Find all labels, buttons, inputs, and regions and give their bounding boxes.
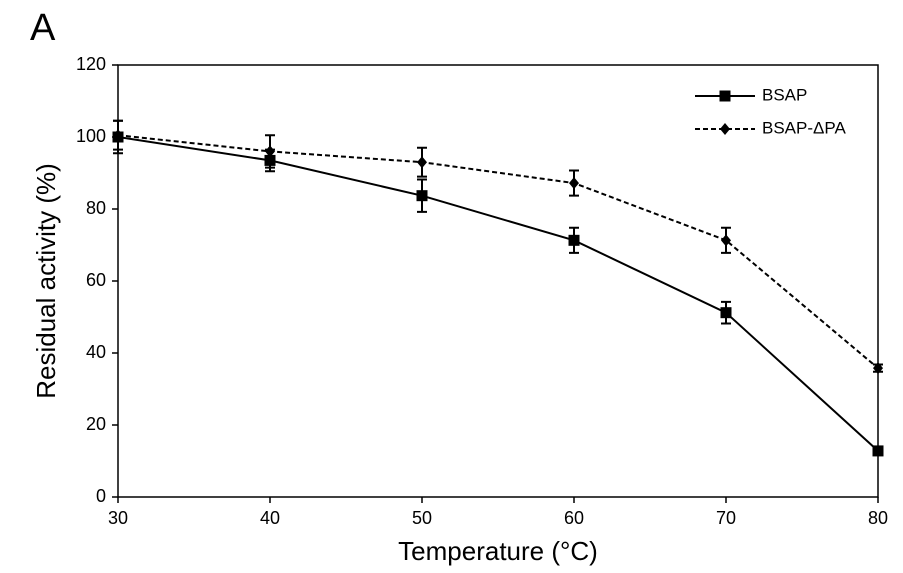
legend-marker: [719, 90, 731, 102]
y-tick-label: 120: [76, 54, 106, 74]
marker: [417, 156, 427, 169]
legend-marker: [720, 123, 730, 135]
marker: [872, 445, 884, 457]
marker: [873, 362, 883, 375]
x-tick-label: 50: [412, 508, 432, 528]
y-tick-label: 80: [86, 198, 106, 218]
marker: [721, 234, 731, 247]
x-tick-label: 40: [260, 508, 280, 528]
x-tick-label: 30: [108, 508, 128, 528]
marker: [416, 190, 428, 202]
y-tick-label: 60: [86, 270, 106, 290]
y-tick-label: 40: [86, 342, 106, 362]
legend-label: BSAP: [762, 85, 807, 104]
series-line: [117, 136, 879, 452]
series-line: [117, 134, 879, 369]
y-tick-label: 100: [76, 126, 106, 146]
x-tick-label: 60: [564, 508, 584, 528]
x-tick-label: 70: [716, 508, 736, 528]
x-tick-label: 80: [868, 508, 888, 528]
marker: [113, 129, 123, 142]
x-axis-title: Temperature (°C): [398, 536, 598, 566]
panel-label: A: [30, 7, 56, 49]
legend-label: BSAP-ΔPA: [762, 118, 846, 137]
y-tick-label: 20: [86, 414, 106, 434]
marker: [568, 234, 580, 246]
marker: [720, 307, 732, 319]
marker: [265, 145, 275, 158]
marker: [569, 177, 579, 190]
y-tick-label: 0: [96, 486, 106, 506]
y-axis-title: Residual activity (%): [31, 163, 61, 399]
